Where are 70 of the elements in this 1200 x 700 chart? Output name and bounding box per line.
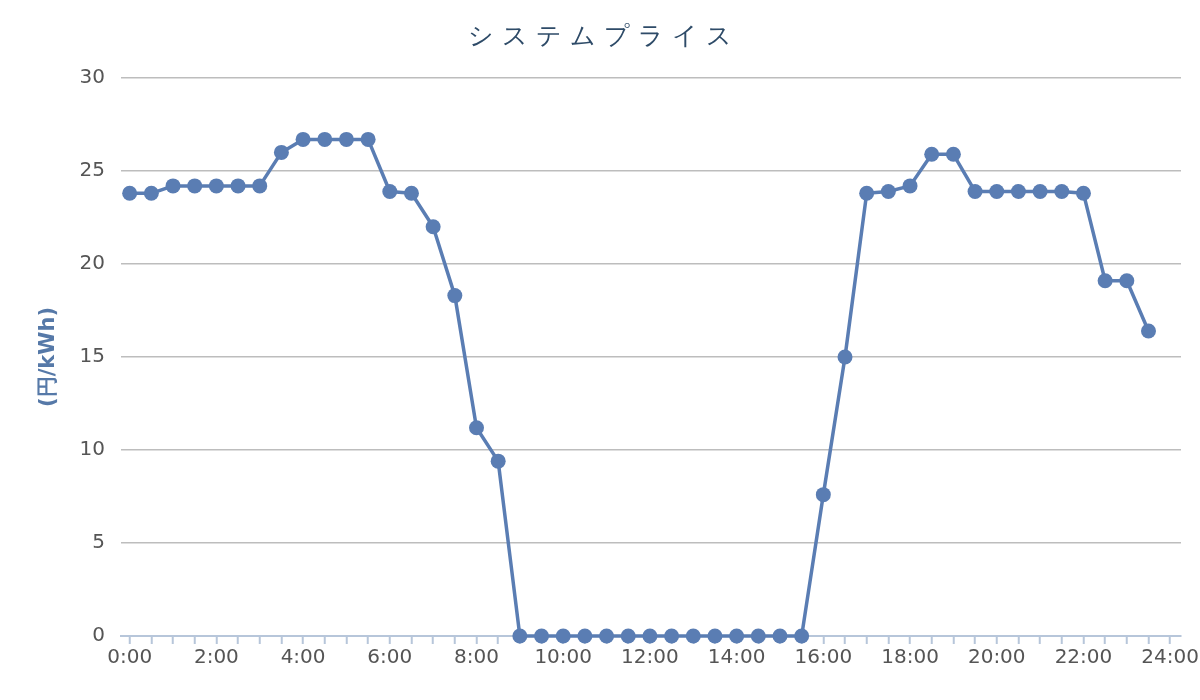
x-tick-label: 20:00 <box>967 644 1026 669</box>
point <box>1032 183 1048 199</box>
point <box>1010 183 1026 199</box>
point <box>165 178 181 194</box>
point <box>534 628 550 644</box>
x-tick-label: 16:00 <box>794 644 853 669</box>
point <box>837 349 853 365</box>
point <box>187 178 203 194</box>
point <box>1097 273 1113 289</box>
point <box>425 219 441 235</box>
x-tick-label: 0:00 <box>107 644 153 669</box>
point <box>360 131 376 147</box>
x-tick-label: 10:00 <box>534 644 593 669</box>
point <box>707 628 723 644</box>
point <box>295 131 311 147</box>
x-tick-label: 18:00 <box>881 644 939 669</box>
y-tick-label: 30 <box>79 64 105 89</box>
y-axis-title: (円/kWh) <box>35 307 60 407</box>
point <box>1119 273 1135 289</box>
point <box>273 144 289 160</box>
point <box>945 146 961 162</box>
point <box>555 628 571 644</box>
point <box>924 146 940 162</box>
point <box>859 185 875 201</box>
point <box>469 420 484 436</box>
chart-title: システムプライス <box>467 21 740 50</box>
y-tick-label: 20 <box>79 250 105 275</box>
point <box>208 178 224 194</box>
x-tick-label: 14:00 <box>707 644 766 669</box>
x-tick-label: 4:00 <box>280 644 326 669</box>
point <box>902 178 918 194</box>
point <box>122 185 138 201</box>
point <box>577 628 593 644</box>
x-tick-label: 12:00 <box>621 644 679 669</box>
point <box>685 628 701 644</box>
y-tick-label: 25 <box>79 157 105 182</box>
point <box>230 178 246 194</box>
point <box>382 183 398 199</box>
point <box>512 628 528 644</box>
y-tick-label: 0 <box>92 622 105 647</box>
point <box>729 628 745 644</box>
point <box>447 288 463 304</box>
point <box>664 628 680 644</box>
x-tick-label: 2:00 <box>193 644 239 669</box>
point <box>772 628 788 644</box>
point <box>143 185 159 201</box>
y-tick-label: 5 <box>92 529 105 554</box>
point <box>490 453 506 469</box>
point <box>252 178 268 194</box>
y-tick-label: 10 <box>79 436 105 461</box>
point <box>989 183 1005 199</box>
point <box>642 628 658 644</box>
point <box>599 628 615 644</box>
point <box>403 185 419 201</box>
x-tick-label: 24:00 <box>1141 644 1199 669</box>
point <box>620 628 636 644</box>
point <box>1075 185 1091 201</box>
point <box>750 628 766 644</box>
point <box>1140 323 1156 339</box>
point <box>880 183 896 199</box>
point <box>815 487 831 503</box>
x-tick-label: 22:00 <box>1054 644 1113 669</box>
x-tick-label: 8:00 <box>454 644 499 669</box>
point <box>1054 183 1070 199</box>
point <box>317 131 333 147</box>
point <box>794 628 810 644</box>
point <box>338 131 354 147</box>
y-tick-label: 15 <box>79 343 105 368</box>
x-tick-label: 6:00 <box>367 644 413 669</box>
point <box>967 183 983 199</box>
